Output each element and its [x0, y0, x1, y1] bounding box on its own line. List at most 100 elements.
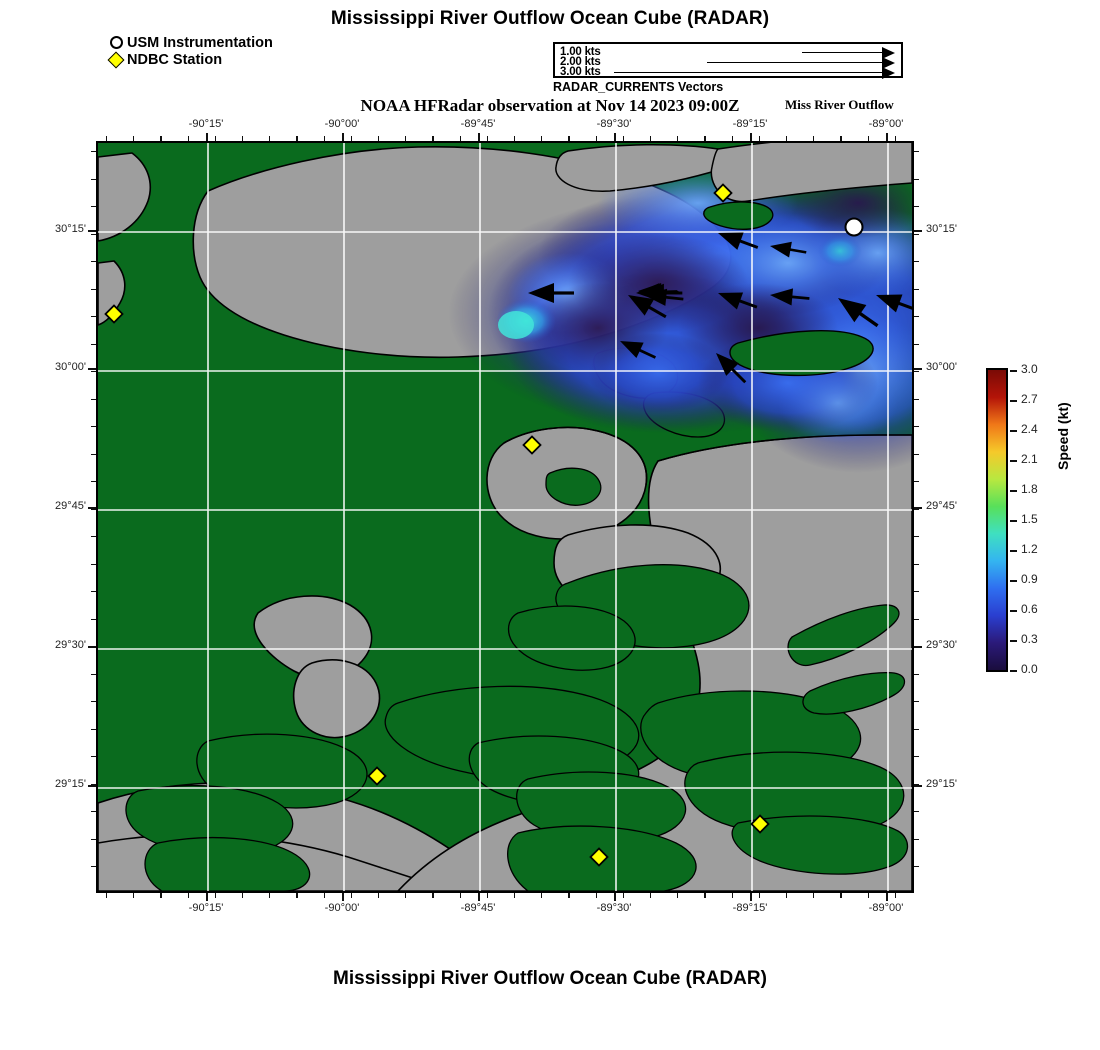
x-minor-tick: [650, 136, 652, 141]
x-minor-tick: [432, 893, 434, 898]
x-minor-tick: [894, 893, 897, 898]
x-minor-tick: [677, 893, 679, 898]
map-plot-area[interactable]: [96, 141, 914, 893]
y-minor-tick: [914, 178, 919, 180]
y-minor-tick: [914, 426, 919, 428]
colorbar-tick-label: 2.1: [1021, 452, 1038, 466]
colorbar-tick-label: 1.2: [1021, 542, 1038, 556]
y-minor-tick: [914, 728, 919, 730]
y-minor-tick: [91, 398, 96, 400]
x-minor-tick: [813, 136, 815, 141]
x-axis-label: -90°00': [324, 118, 360, 130]
colorbar-tick-label: 1.5: [1021, 512, 1038, 526]
x-minor-tick: [786, 136, 788, 141]
x-minor-tick: [704, 136, 706, 141]
x-axis-label: -89°00': [868, 118, 904, 130]
ndbc-marker: [589, 847, 609, 867]
colorbar-tick-label: 1.8: [1021, 482, 1038, 496]
y-major-tick: [88, 646, 96, 648]
y-major-tick: [914, 230, 922, 232]
vector-scale-label-1: 1.00 kts: [560, 46, 601, 58]
y-minor-tick: [914, 206, 919, 208]
y-minor-tick: [91, 756, 96, 758]
y-minor-tick: [914, 783, 919, 785]
land-island-sw2: [292, 659, 381, 739]
x-minor-tick: [840, 893, 842, 898]
ndbc-marker: [750, 814, 770, 834]
observation-subtitle: NOAA HFRadar observation at Nov 14 2023 …: [360, 96, 740, 115]
x-axis-label: -89°00': [868, 902, 904, 914]
x-minor-tick: [323, 136, 325, 141]
land-island-sw: [253, 595, 373, 679]
x-minor-tick: [731, 136, 733, 141]
x-minor-tick: [595, 136, 597, 141]
y-axis-label: 30°15': [55, 223, 86, 235]
colorbar-tick-label: 2.4: [1021, 422, 1038, 436]
colorbar-tick-label: 2.7: [1021, 392, 1038, 406]
x-axis-label: -89°15': [732, 902, 768, 914]
y-minor-tick: [914, 508, 919, 510]
y-axis-label: 30°00': [55, 361, 86, 373]
x-axis-label: -90°00': [324, 902, 360, 914]
y-major-tick: [88, 368, 96, 370]
colorbar-tick-mark: [1010, 670, 1017, 672]
vector-head-3: [882, 67, 895, 79]
x-minor-tick: [840, 136, 842, 141]
x-major-tick: [342, 893, 344, 901]
x-minor-tick: [269, 136, 271, 141]
vector-scale-label-2: 2.00 kts: [560, 56, 601, 68]
x-minor-tick: [106, 893, 108, 898]
ndbc-station-markers: [104, 183, 770, 867]
map-layers: [98, 143, 912, 891]
y-minor-tick: [914, 701, 919, 703]
y-minor-tick: [91, 673, 96, 675]
x-major-tick: [886, 133, 888, 141]
colorbar-tick-mark: [1010, 490, 1017, 492]
vector-scale-box: 1.00 kts 2.00 kts 3.00 kts: [553, 42, 903, 79]
region-subtitle: Miss River Outflow: [785, 97, 894, 112]
vector-head-2: [882, 57, 895, 69]
x-minor-tick: [541, 136, 543, 141]
colorbar-tick-mark: [1010, 460, 1017, 462]
x-minor-tick: [514, 893, 516, 898]
y-axis-label: 29°15': [55, 778, 86, 790]
x-major-tick: [478, 893, 480, 901]
y-minor-tick: [91, 481, 96, 483]
colorbar-tick-label: 0.3: [1021, 632, 1038, 646]
x-major-tick: [886, 893, 888, 901]
y-minor-tick: [91, 536, 96, 538]
y-axis-label: 29°15': [926, 778, 957, 790]
x-minor-tick: [323, 893, 325, 898]
page-footer: Mississippi River Outflow Ocean Cube (RA…: [333, 968, 767, 989]
y-axis-label: 29°45': [55, 500, 86, 512]
colorbar[interactable]: [986, 368, 1008, 672]
y-axis-label: 29°30': [926, 639, 957, 651]
x-axis-label: -89°30': [596, 902, 632, 914]
colorbar-tick-mark: [1010, 550, 1017, 552]
x-minor-tick: [214, 136, 217, 141]
x-minor-tick: [813, 893, 815, 898]
x-minor-tick: [486, 136, 489, 141]
x-minor-tick: [595, 893, 597, 898]
vector-scale-label-3: 3.00 kts: [560, 66, 601, 78]
gridlines: [98, 143, 912, 891]
circle-marker-icon: [108, 36, 124, 49]
y-axis-label: 29°45': [926, 500, 957, 512]
x-minor-tick: [758, 136, 761, 141]
y-minor-tick: [91, 371, 96, 373]
x-minor-tick: [677, 136, 679, 141]
y-minor-tick: [91, 728, 96, 730]
legend-label-ndbc: NDBC Station: [127, 51, 223, 68]
y-minor-tick: [914, 866, 919, 868]
y-minor-tick: [91, 563, 96, 565]
y-minor-tick: [914, 618, 919, 620]
y-major-tick: [88, 507, 96, 509]
vector-scale-caption: RADAR_CURRENTS Vectors: [553, 80, 724, 94]
x-minor-tick: [187, 136, 189, 141]
x-major-tick: [342, 133, 344, 141]
x-minor-tick: [350, 893, 353, 898]
y-minor-tick: [91, 508, 96, 510]
vector-scale-row-2: 2.00 kts: [555, 56, 901, 69]
ndbc-marker: [713, 183, 733, 203]
y-minor-tick: [91, 426, 96, 428]
